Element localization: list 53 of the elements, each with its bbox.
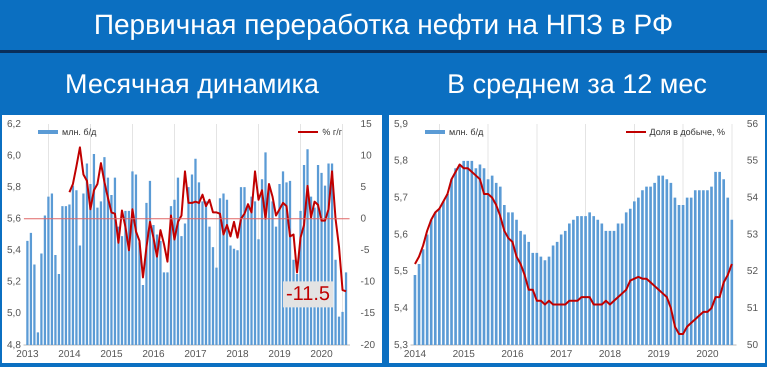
y2-tick-label: 15	[360, 118, 372, 130]
y-tick-label: 5,3	[394, 340, 408, 351]
x-tick-label: 2014	[404, 348, 427, 360]
y2-tick-label: -15	[360, 308, 376, 320]
y2-tick-label: 0	[360, 213, 367, 224]
y-tick-label: 5,6	[394, 229, 408, 240]
y2-tick-label: 51	[746, 302, 758, 314]
chart-subtitle: Месячная динамика	[64, 68, 320, 100]
y2-tick-label: 5	[360, 182, 367, 193]
x-tick-label: 2016	[142, 348, 166, 360]
x-tick-label: 2014	[58, 348, 81, 360]
y-tick-label: 5,7	[394, 192, 408, 204]
y-tick-label: 4,8	[6, 340, 22, 351]
x-tick-label: 2018	[226, 348, 250, 360]
legend-label: Доля в добыче, %	[650, 127, 725, 137]
data-label: -11.5	[286, 282, 330, 305]
y-tick-label: 5,9	[394, 118, 408, 130]
y2-tick-label: 10	[360, 150, 372, 162]
y2-tick-label: 55	[746, 156, 758, 167]
legend-label: млн. б/д	[62, 127, 96, 137]
x-tick-label: 2020	[310, 348, 334, 360]
y-tick-label: 5,4	[394, 302, 408, 314]
y-tick-label: 5,4	[6, 245, 22, 256]
y2-tick-label: 54	[746, 192, 758, 204]
y-tick-label: 5,5	[394, 266, 408, 278]
y2-tick-label: 53	[746, 229, 758, 240]
x-tick-label: 2017	[184, 348, 208, 360]
y-tick-label: 5,8	[394, 156, 408, 167]
x-tick-label: 2019	[268, 348, 292, 360]
x-tick-label: 2016	[501, 348, 524, 360]
x-tick-label: 2017	[550, 348, 573, 360]
x-tick-label: 2019	[648, 348, 670, 360]
y-tick-label: 6,0	[6, 150, 22, 162]
legend-label: млн. б/д	[449, 127, 484, 137]
chart-title: Первичная переработка нефти на НПЗ в РФ	[0, 0, 767, 53]
x-tick-label: 2015	[100, 348, 123, 360]
y2-tick-label: 56	[746, 118, 758, 130]
x-tick-label: 2020	[696, 348, 719, 360]
legend-label: % г/г	[322, 127, 342, 137]
y-tick-label: 5,0	[6, 308, 22, 320]
x-tick-label: 2018	[598, 348, 622, 360]
y-tick-label: 5,8	[6, 182, 22, 193]
x-tick-label: 2015	[452, 348, 476, 360]
y2-tick-label: 52	[746, 266, 758, 278]
y-tick-label: 6,2	[6, 118, 22, 130]
y2-tick-label: -20	[360, 340, 376, 351]
y-tick-label: 5,2	[6, 276, 22, 288]
x-tick-label: 2013	[16, 348, 39, 360]
y-tick-label: 5,6	[6, 213, 22, 224]
chart-subtitle: В среднем за 12 мес	[446, 68, 708, 101]
y2-tick-label: -5	[360, 245, 370, 256]
y2-tick-label: 50	[746, 340, 758, 351]
y2-tick-label: -10	[360, 276, 376, 288]
